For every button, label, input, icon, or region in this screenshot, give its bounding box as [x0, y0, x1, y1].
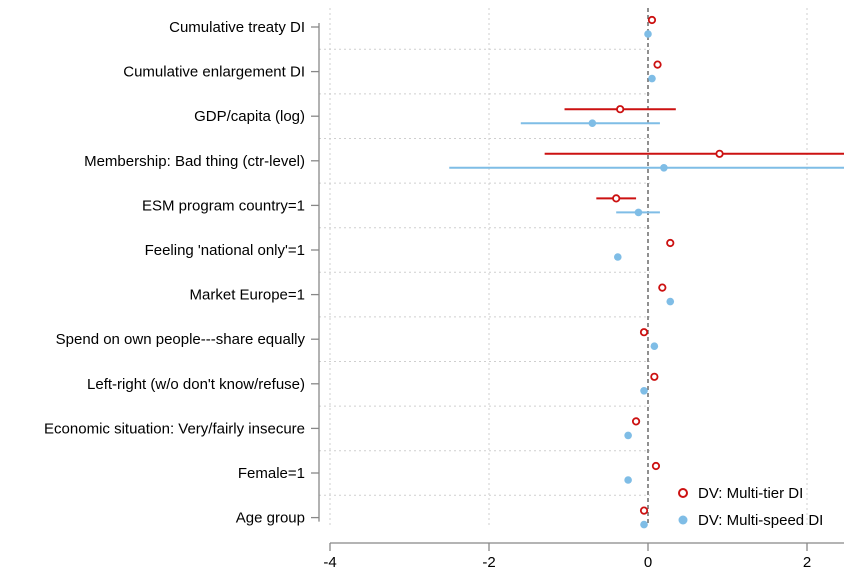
multi-speed-point: [666, 297, 675, 306]
plot-marks: [449, 15, 844, 529]
category-label: Economic situation: Very/fairly insecure: [44, 420, 305, 437]
category-label: ESM program country=1: [142, 197, 305, 214]
grid-lines: [319, 8, 808, 525]
category-label: GDP/capita (log): [194, 108, 305, 125]
category-labels: Cumulative treaty DI Cumulative enlargeme…: [44, 19, 305, 527]
category-label: Cumulative enlargement DI: [123, 64, 305, 81]
multi-tier-point: [616, 105, 625, 114]
category-label: Spend on own people---share equally: [56, 331, 306, 348]
legend: DV: Multi-tier DI DV: Multi-speed DI: [678, 485, 823, 529]
category-label: Female=1: [238, 465, 305, 482]
multi-tier-point: [647, 15, 657, 25]
x-tick-label: 2: [803, 554, 811, 571]
x-tick-label: 0: [644, 554, 652, 571]
multi-speed-point: [613, 253, 622, 261]
multi-tier-point: [666, 238, 675, 248]
category-label: Cumulative treaty DI: [169, 19, 305, 36]
category-label: Age group: [236, 510, 305, 527]
multi-speed-point: [644, 30, 652, 38]
multi-tier-point: [651, 461, 661, 471]
legend-label: DV: Multi-tier DI: [698, 485, 803, 502]
multi-speed-point: [660, 164, 668, 172]
category-label: Left-right (w/o don't know/refuse): [87, 376, 305, 393]
legend-label: DV: Multi-speed DI: [698, 512, 823, 529]
multi-tier-point: [631, 417, 641, 426]
category-label: Market Europe=1: [190, 287, 305, 304]
multi-speed-point: [634, 208, 643, 217]
multi-speed-point: [640, 387, 648, 395]
multi-tier-point: [639, 506, 649, 515]
multi-speed-point: [650, 342, 659, 351]
multi-speed-point: [588, 119, 597, 127]
multi-tier-point: [639, 328, 649, 337]
category-label: Membership: Bad thing (ctr-level): [84, 153, 305, 170]
multi-speed-point: [624, 476, 632, 484]
multi-tier-point: [658, 283, 667, 292]
multi-tier-point: [653, 60, 662, 69]
multi-tier-point: [612, 194, 621, 203]
x-tick-label: -2: [482, 554, 495, 571]
multi-tier-point: [715, 149, 724, 158]
legend-marker-multi-speed: [678, 515, 688, 525]
multi-tier-point: [650, 372, 659, 381]
x-tick-label: -4: [323, 554, 336, 571]
multi-speed-point: [640, 520, 648, 529]
category-label: Feeling 'national only'=1: [145, 242, 305, 259]
multi-speed-point: [624, 431, 632, 440]
legend-marker-multi-tier: [678, 488, 688, 498]
multi-speed-point: [648, 74, 656, 83]
axes: -4-2024: [311, 23, 844, 571]
